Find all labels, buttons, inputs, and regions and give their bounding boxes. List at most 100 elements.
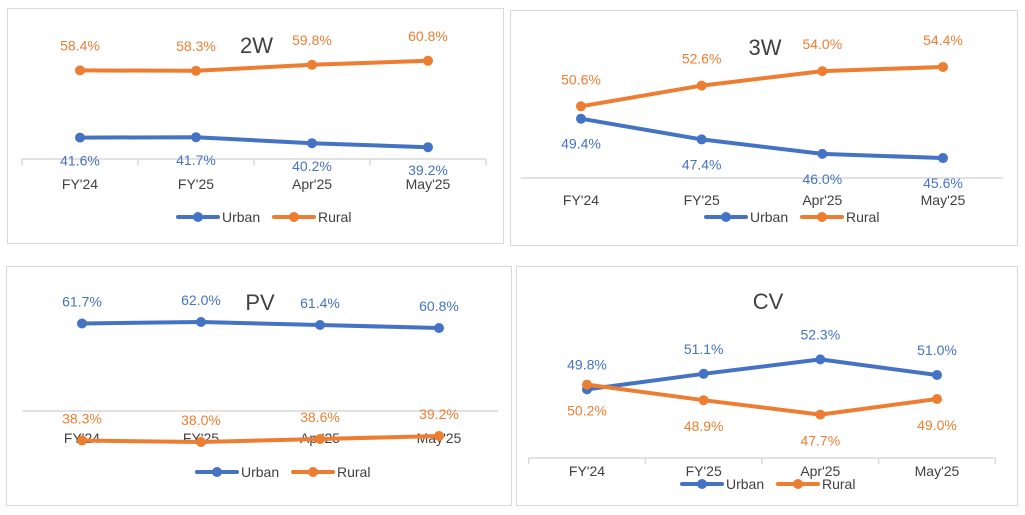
data-label-urban: 51.1% [684,341,724,357]
data-point-rural [817,66,828,77]
data-label-urban: 39.2% [408,162,448,178]
x-tick-label: FY'25 [178,176,214,192]
legend-label: Rural [337,464,370,480]
x-tick-label: Apr'25 [800,463,840,479]
legend-swatch-marker [697,479,707,489]
legend-item-rural: Rural [776,476,855,492]
data-point-urban [932,370,942,380]
legend-swatch-marker [193,212,203,222]
x-tick-label: May'25 [406,176,451,192]
legend-label: Rural [318,209,351,225]
data-label-rural: 38.0% [181,412,221,428]
x-tick-label: FY'24 [563,192,599,208]
chart-cv: CV FY'24 FY'25 Apr'25 May'25 49.8% 51.1% 52.3% 5… [527,289,997,492]
data-label-urban: 49.8% [567,356,607,372]
data-label-rural: 60.8% [408,28,448,44]
data-point-rural [698,395,709,406]
data-label-rural: 38.6% [300,409,340,425]
x-tick-label: May'25 [915,463,960,479]
data-point-rural [932,394,942,404]
data-point-urban [938,153,948,164]
data-point-rural [77,435,87,446]
series-line-urban [585,357,939,392]
series-line-rural [585,382,939,417]
legend-swatch-marker [721,212,731,222]
legend-label: Urban [222,209,260,225]
data-point-urban [315,320,325,330]
data-point-urban [576,113,586,124]
data-label-urban: 40.2% [292,158,332,174]
data-point-urban [696,134,707,145]
chart-title: 2W [240,33,273,58]
legend-swatch-marker [212,467,222,477]
data-point-urban [815,354,826,365]
legend-item-urban: Urban [195,464,279,480]
data-label-urban: 45.6% [923,175,963,191]
series-line-rural [579,64,945,109]
chart-panel-2w: 2W FY'24 FY'25 Apr'25 May'25 41.6% 41.7% 40.2% 3… [7,8,504,244]
legend-label: Urban [750,209,788,225]
legend-swatch-marker [817,212,827,222]
data-point-rural [307,59,317,70]
data-point-rural [938,61,948,72]
data-label-rural: 39.2% [419,406,459,422]
data-point-rural [434,431,444,441]
series-line-urban [579,116,945,161]
chart-panel-cv: CV FY'24 FY'25 Apr'25 May'25 49.8% 51.1% 52.3% 5… [516,266,1018,506]
data-label-urban: 60.8% [419,298,459,314]
data-label-rural: 54.4% [923,32,963,48]
data-label-urban: 52.3% [800,326,840,342]
x-tick-label: Apr'25 [292,176,332,192]
data-label-rural: 59.8% [292,32,332,48]
data-point-rural [582,379,592,390]
data-point-urban [307,138,317,149]
x-tick-label: May'25 [921,192,966,208]
data-label-urban: 62.0% [181,292,221,308]
data-label-urban: 47.4% [682,156,722,172]
data-point-rural [696,80,707,91]
chart-title: PV [245,290,275,315]
data-point-urban [196,317,206,327]
chart-title: CV [753,289,784,314]
data-label-urban: 61.4% [300,295,340,311]
x-tick-label: FY'25 [684,192,720,208]
data-label-rural: 50.2% [567,403,607,419]
data-point-rural [315,434,325,444]
data-point-rural [815,409,826,420]
chart-pv: PVFY'24FY'25Apr'25May'2561.7%62.0%61.4%6… [22,290,499,480]
x-tick-label: Apr'25 [802,192,842,208]
data-label-rural: 38.3% [62,411,102,427]
data-label-urban: 51.0% [917,342,957,358]
data-label-rural: 48.9% [684,418,724,434]
chart-3w: 3W FY'24 FY'25 Apr'25 May'25 49.4% 47.4% 46.0% 4… [520,32,1004,225]
data-point-urban [191,132,201,143]
legend-item-rural: Rural [272,209,351,225]
data-label-rural: 54.0% [802,36,842,52]
data-label-urban: 41.7% [176,152,216,168]
series-line-rural [78,58,430,73]
data-point-rural [196,437,206,447]
series-line-rural [80,434,441,444]
data-label-rural: 58.3% [176,38,216,54]
legend-label: Rural [822,476,855,492]
chart-title: 3W [749,35,782,60]
chart-panel-pv: PVFY'24FY'25Apr'25May'2561.7%62.0%61.4%6… [6,266,512,506]
data-point-urban [77,318,87,329]
data-label-rural: 50.6% [561,71,601,87]
chart-panel-3w: 3W FY'24 FY'25 Apr'25 May'25 49.4% 47.4% 46.0% 4… [510,10,1018,246]
series-line-urban [80,320,441,330]
data-point-rural [423,55,433,66]
data-label-rural: 58.4% [60,37,100,53]
legend-item-urban: Urban [680,476,764,492]
legend-label: Rural [846,209,879,225]
x-tick-label: FY'24 [569,463,605,479]
legend-item-rural: Rural [800,209,879,225]
legend-item-urban: Urban [704,209,788,225]
series-line-urban [78,135,430,150]
legend-item-rural: Rural [291,464,370,480]
data-point-rural [191,65,201,76]
data-point-urban [817,148,828,159]
data-label-urban: 41.6% [60,153,100,169]
data-label-urban: 46.0% [802,171,842,187]
data-point-rural [75,65,85,76]
